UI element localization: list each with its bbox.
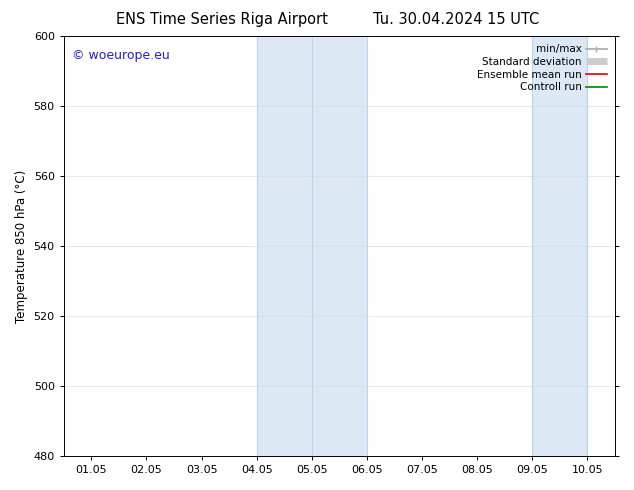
Bar [257, 36, 367, 456]
Text: Tu. 30.04.2024 15 UTC: Tu. 30.04.2024 15 UTC [373, 12, 540, 27]
Bar [532, 36, 587, 456]
Text: © woeurope.eu: © woeurope.eu [72, 49, 170, 62]
Y-axis label: Temperature 850 hPa (°C): Temperature 850 hPa (°C) [15, 170, 28, 323]
Legend: min/max, Standard deviation, Ensemble mean run, Controll run: min/max, Standard deviation, Ensemble me… [474, 41, 610, 96]
Text: ENS Time Series Riga Airport: ENS Time Series Riga Airport [116, 12, 328, 27]
